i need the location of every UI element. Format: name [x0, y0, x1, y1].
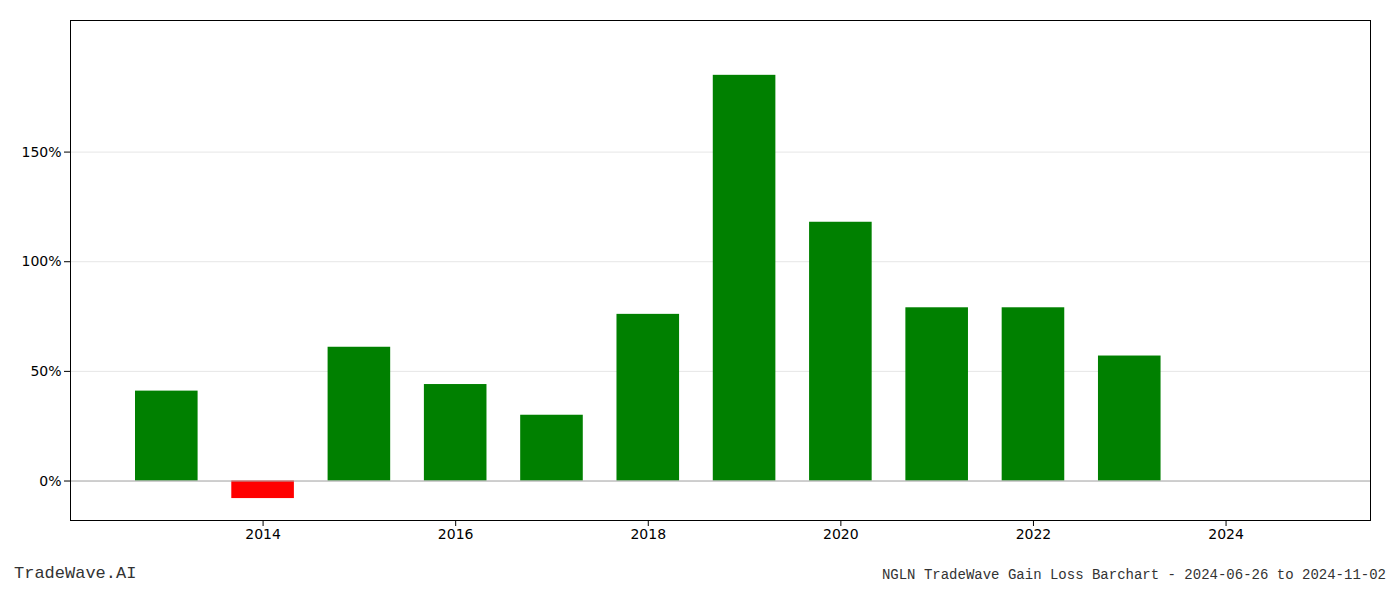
html-text:NGLN TradeWave Gain Loss Barch: NGLN TradeWave Gain Loss Barchart - 2024… [881, 567, 1386, 583]
svg-text:0%: 0% [39, 473, 61, 489]
svg-text:2024: 2024 [1208, 526, 1244, 542]
svg-text:2020: 2020 [823, 526, 859, 542]
svg-text:50%: 50% [30, 363, 61, 379]
html-text:TradeWave.AI: TradeWave.AI [14, 564, 137, 583]
svg-text:2018: 2018 [630, 526, 666, 542]
svg-text:150%: 150% [21, 144, 61, 160]
svg-text:2022: 2022 [1016, 526, 1052, 542]
svg-text:2016: 2016 [438, 526, 474, 542]
svg-text:100%: 100% [21, 253, 61, 269]
svg-text:2014: 2014 [245, 526, 281, 542]
